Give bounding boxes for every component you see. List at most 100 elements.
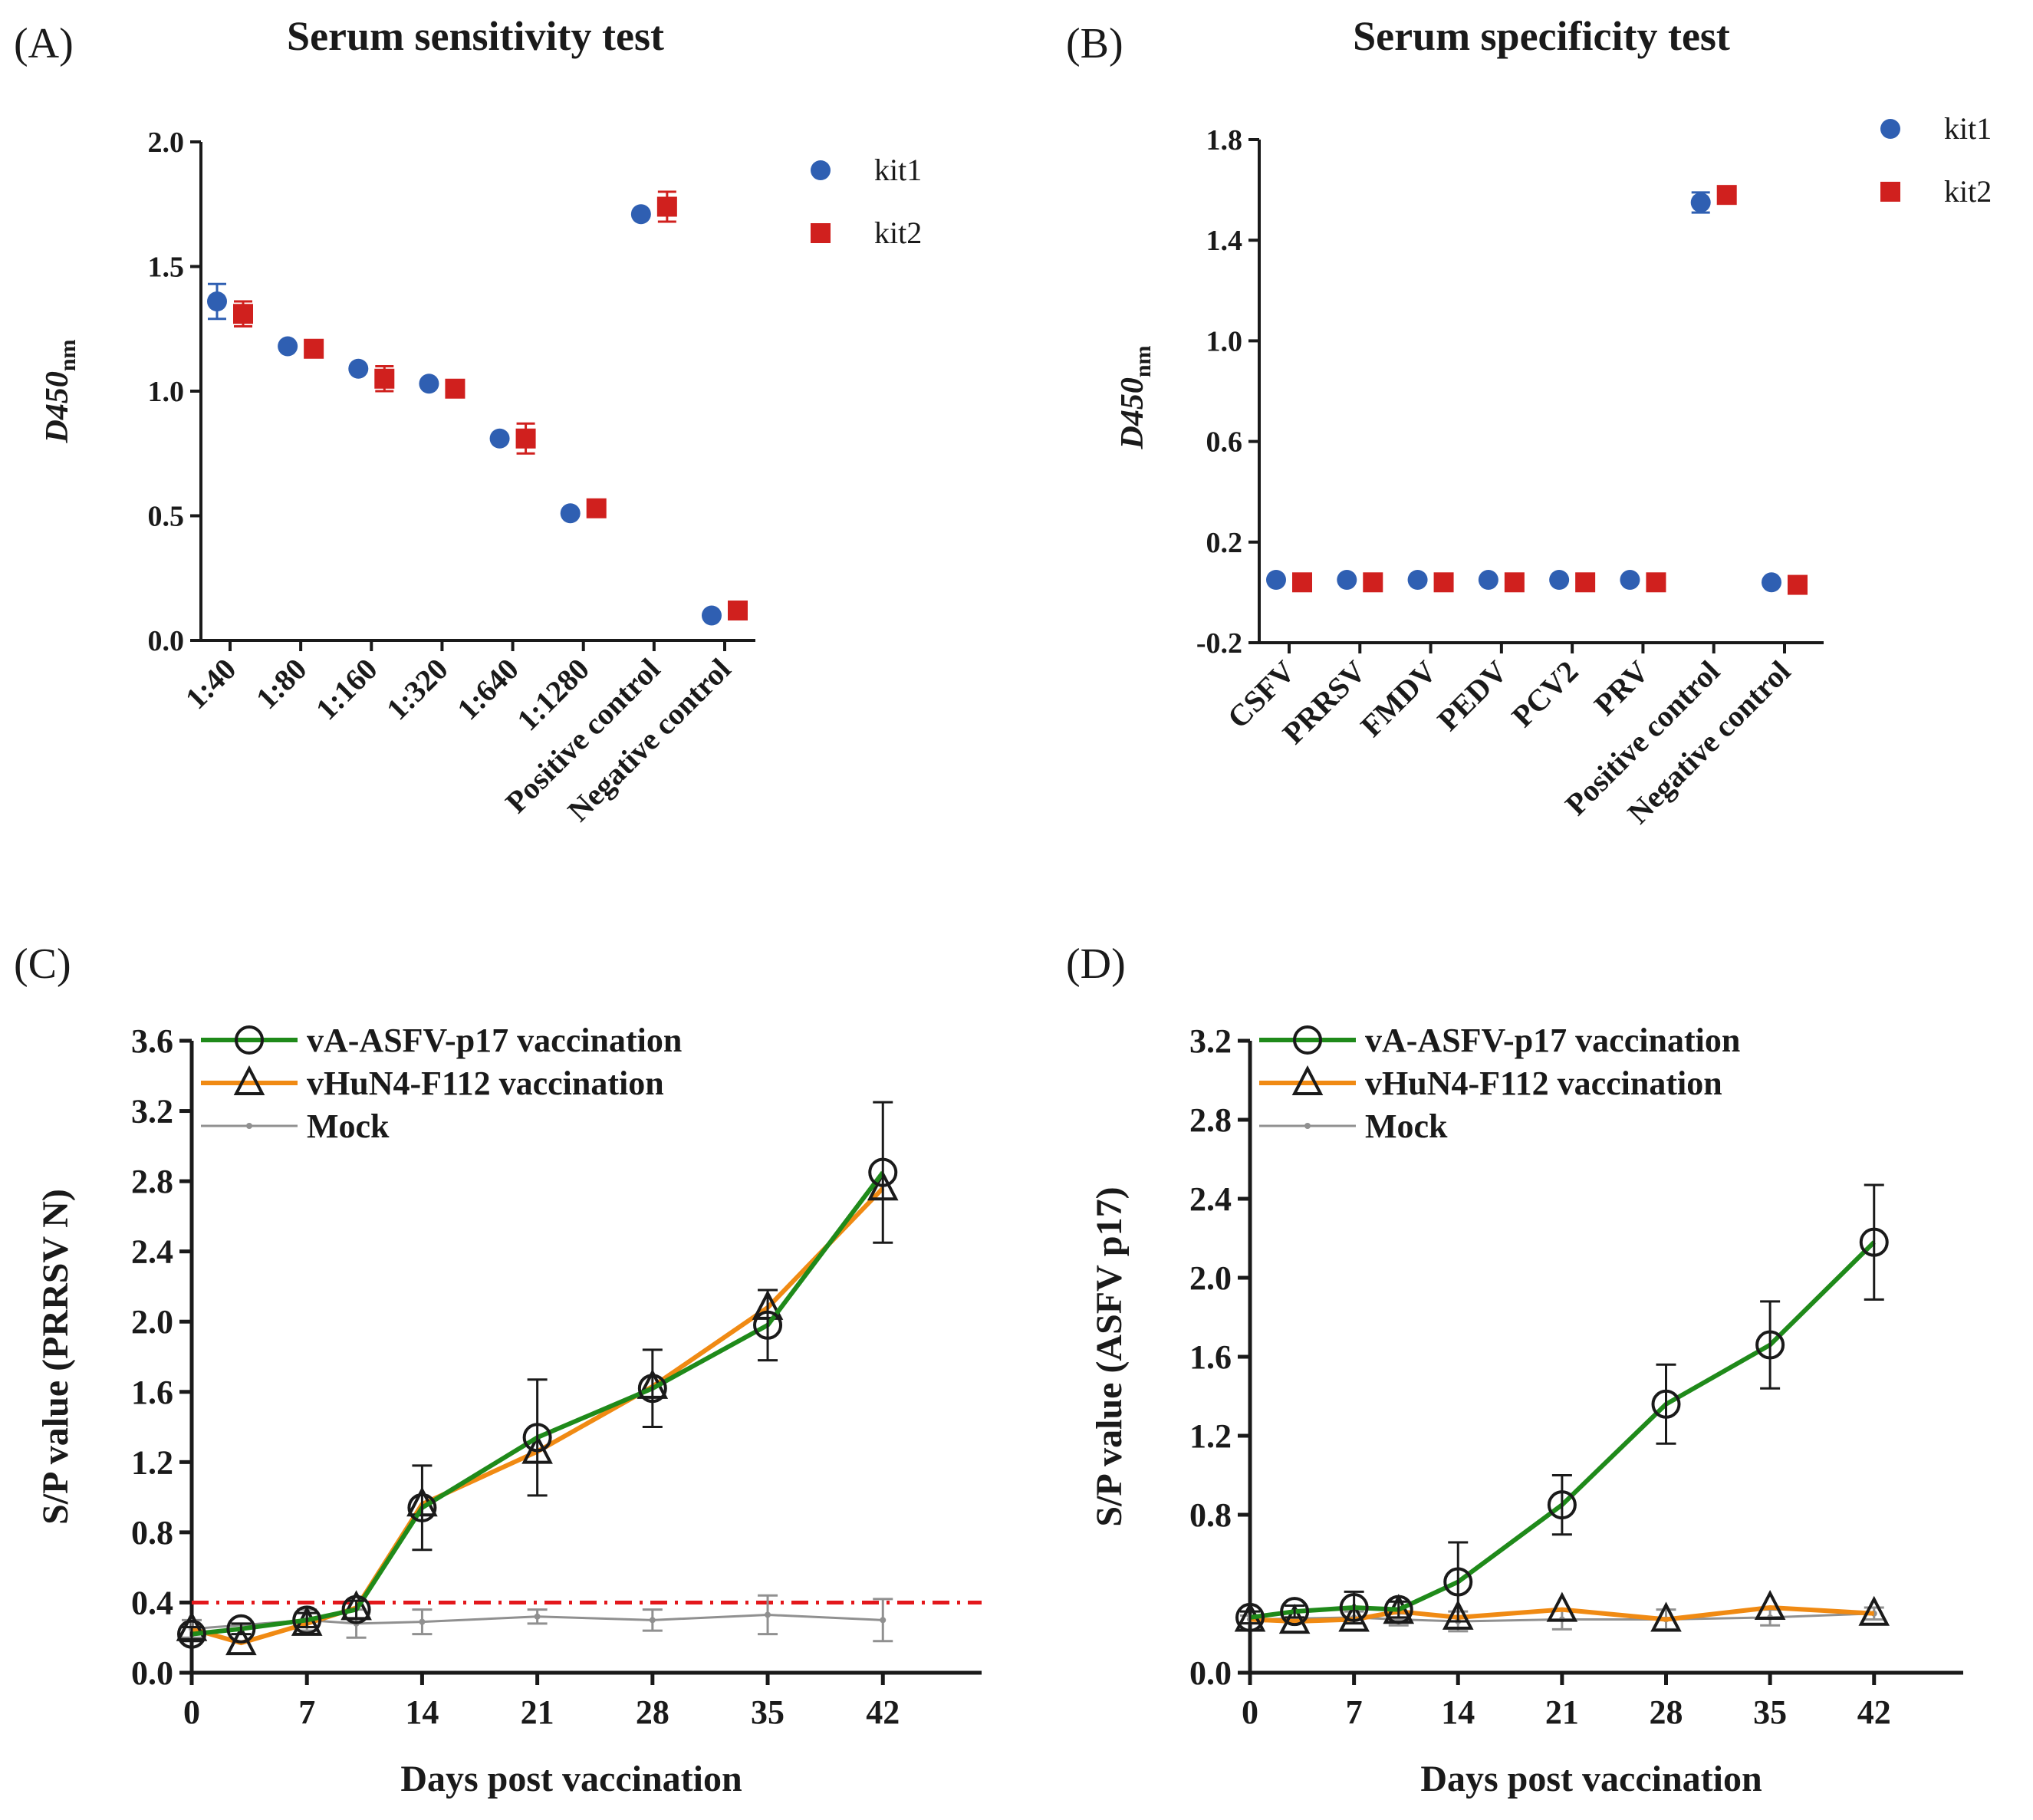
data-point (419, 1618, 426, 1625)
data-point (1433, 572, 1454, 593)
data-point (1788, 574, 1808, 595)
error-bar (1656, 1363, 1676, 1445)
legend-label: vA-ASFV-p17 vaccination (307, 1022, 682, 1059)
x-tick-label: 1:40 (179, 652, 243, 716)
legend-marker (235, 1025, 264, 1055)
legend-marker (1304, 1123, 1311, 1129)
data-point (1235, 1602, 1265, 1632)
data-point (630, 204, 651, 225)
data-point (1266, 570, 1286, 590)
legend-label: kit1 (874, 153, 922, 187)
y-tick-label: 2.4 (131, 1233, 173, 1271)
data-point (880, 1617, 887, 1624)
data-point (868, 1157, 898, 1187)
legend-item-kit1: kit1 (811, 153, 922, 187)
y-tick-label: 0.8 (131, 1514, 173, 1552)
y-tick-label: 0.4 (131, 1584, 173, 1621)
panel-label: (C) (14, 940, 71, 988)
legend-item-vHuN4-F112 vaccination: vHuN4-F112 vaccination (201, 1065, 664, 1102)
panel-a: (A) Serum sensitivity test 0.0 0.5 1.0 1.5 2.0… (14, 13, 922, 828)
data-point (489, 428, 510, 449)
data-point (348, 358, 369, 379)
x-tick-label: 1:320 (380, 652, 455, 727)
data-point (226, 1614, 256, 1644)
data-point (177, 1619, 206, 1649)
legend-marker (1880, 119, 1900, 139)
legend-label: vHuN4-F112 vaccination (1365, 1065, 1722, 1102)
error-bar (1551, 1474, 1572, 1536)
y-tick-label: 1.2 (1189, 1417, 1232, 1455)
legend-marker (811, 223, 831, 243)
error-bar (1760, 1300, 1781, 1390)
legend-label: Mock (307, 1107, 390, 1145)
legend-item-vA-ASFV-p17 vaccination: vA-ASFV-p17 vaccination (1259, 1022, 1740, 1059)
legend-item-vA-ASFV-p17 vaccination: vA-ASFV-p17 vaccination (201, 1022, 682, 1059)
y-axis-label-sub: nm (1130, 345, 1156, 377)
y-axis-label-sub: nm (55, 339, 81, 371)
error-bar (182, 1625, 202, 1643)
y-tick-label: 0.6 (1206, 426, 1243, 459)
x-tick-label: 42 (1857, 1693, 1891, 1731)
legend-marker (1291, 1065, 1324, 1096)
series-line (1249, 1240, 1876, 1620)
data-point (292, 1605, 322, 1635)
data-point (1478, 570, 1498, 590)
panel-c: (C) 0.0 0.4 0.8 1.2 1.6 2.0 2.4 2.8 3.2 3.6 0 7 14 21 2… (14, 940, 982, 1799)
x-tick-label: PEDV (1430, 653, 1514, 737)
panel-label: (A) (14, 20, 74, 67)
x-tick-label: 28 (636, 1693, 669, 1731)
y-tick-label: 2.0 (131, 1303, 173, 1341)
chart-title: Serum sensitivity test (287, 13, 664, 59)
x-axis-label: Days post vaccination (1420, 1759, 1762, 1799)
y-tick-label: 2.0 (1189, 1259, 1232, 1297)
data-point (445, 378, 465, 399)
y-tick-label: 2.8 (131, 1163, 173, 1200)
x-tick-label: 14 (405, 1693, 439, 1731)
data-point (1651, 1389, 1681, 1419)
y-tick-label: 1.6 (131, 1374, 173, 1411)
y-tick-label: -0.2 (1196, 627, 1242, 660)
legend-item-kit2: kit2 (1880, 174, 1992, 209)
x-tick-label: 1:160 (309, 652, 384, 727)
panel-label: (B) (1066, 20, 1123, 67)
data-point (515, 428, 536, 449)
error-bar (346, 1599, 367, 1620)
y-tick-label: 3.2 (1189, 1022, 1232, 1060)
y-axis-label-main: D450 (1115, 377, 1150, 449)
legend-marker (1880, 182, 1900, 202)
x-tick-label: 7 (298, 1693, 315, 1731)
y-tick-label: 0.5 (148, 501, 185, 533)
error-bar (1344, 1590, 1364, 1625)
y-tick-label: 1.0 (1206, 325, 1243, 357)
error-bar (1240, 1610, 1260, 1625)
legend-item-kit1: kit1 (1880, 111, 1992, 146)
error-bar (1285, 1604, 1305, 1619)
legend-label: vA-ASFV-p17 vaccination (1365, 1022, 1740, 1059)
data-point (765, 1611, 771, 1618)
panel-d: (D) 0.0 0.8 1.2 1.6 2.0 2.4 2.8 3.2 0 7 14 21 28 35 42 D… (1066, 940, 1963, 1799)
error-bar (527, 1378, 548, 1497)
error-bar (1448, 1541, 1469, 1623)
x-tick-label: 28 (1650, 1693, 1683, 1731)
series-kit1 (1266, 191, 1781, 593)
y-tick-label: 0.0 (131, 1654, 173, 1692)
error-bar (297, 1611, 317, 1628)
y-axis-label: S/P value (ASFV p17) (1089, 1186, 1130, 1526)
series-vA-ASFV-p17 vaccination (1235, 1183, 1889, 1632)
data-point (649, 1617, 656, 1624)
series-kit2 (1292, 185, 1808, 595)
error-bar (1864, 1183, 1884, 1301)
data-point (374, 368, 395, 389)
data-point (560, 503, 581, 524)
data-point (407, 1493, 437, 1522)
data-point (1280, 1597, 1310, 1627)
data-point (1646, 572, 1666, 593)
x-tick-label: 21 (521, 1693, 554, 1731)
data-point (753, 1310, 783, 1340)
legend-label: kit1 (1944, 111, 1992, 146)
data-point (1754, 1589, 1786, 1621)
y-tick-label: 2.0 (148, 127, 185, 159)
y-tick-label: 0.8 (1189, 1496, 1232, 1534)
data-point (1575, 572, 1596, 593)
